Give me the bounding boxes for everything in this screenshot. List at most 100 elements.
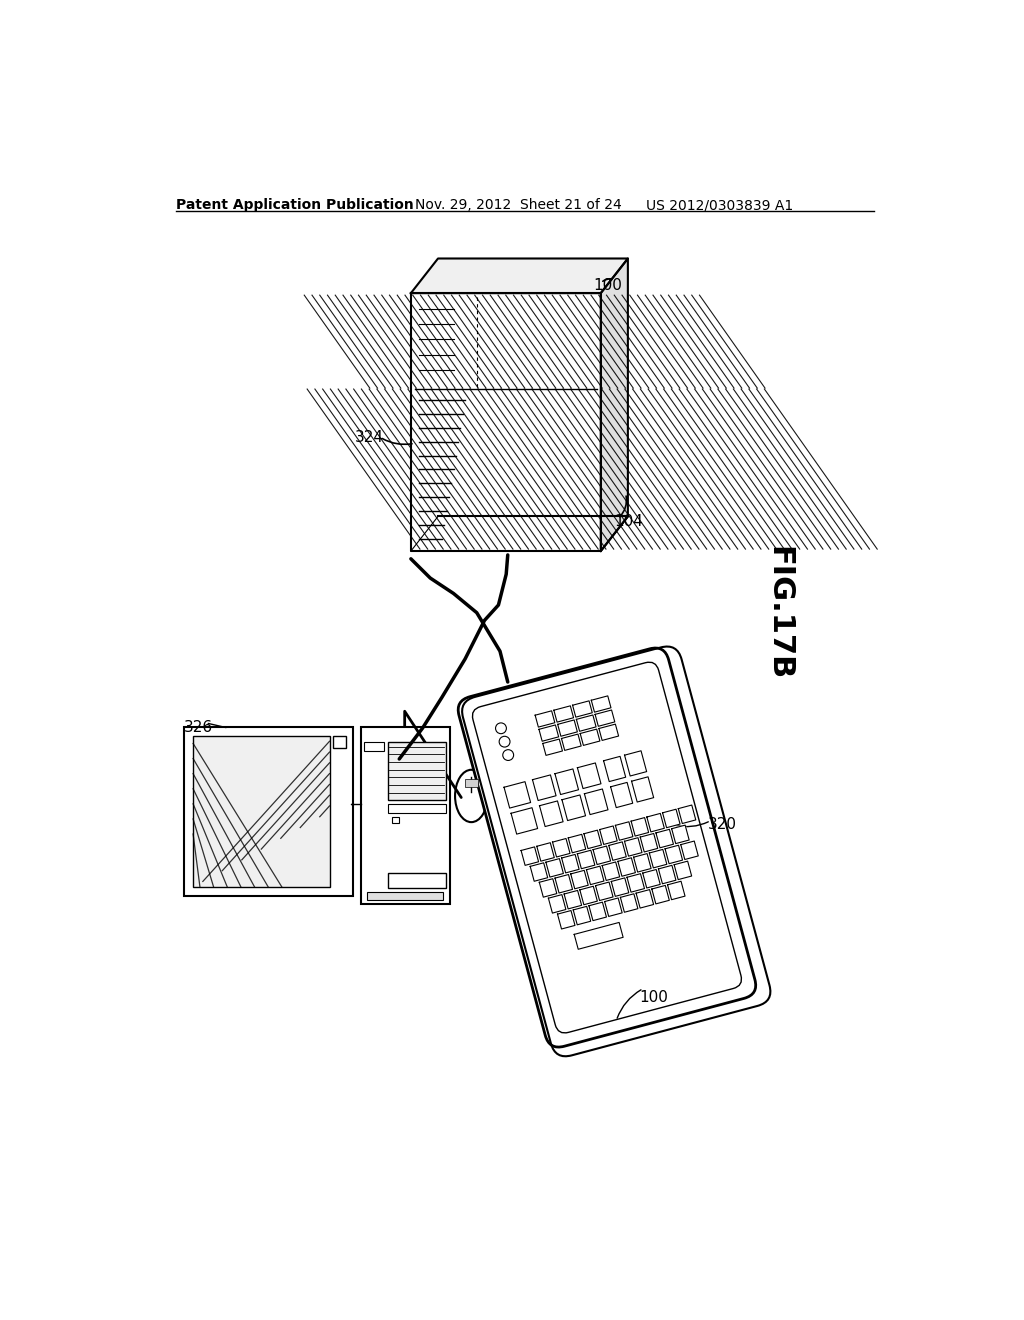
- Polygon shape: [595, 710, 614, 726]
- Polygon shape: [593, 846, 610, 865]
- Polygon shape: [602, 862, 620, 880]
- Polygon shape: [511, 808, 538, 834]
- Bar: [388, 873, 445, 888]
- Polygon shape: [609, 842, 627, 861]
- Polygon shape: [643, 870, 660, 888]
- Polygon shape: [521, 847, 539, 866]
- Bar: [388, 742, 445, 800]
- Polygon shape: [656, 829, 674, 847]
- Polygon shape: [561, 854, 580, 873]
- Polygon shape: [649, 849, 667, 867]
- Circle shape: [499, 737, 510, 747]
- Bar: [194, 737, 330, 887]
- Polygon shape: [658, 866, 676, 884]
- Polygon shape: [574, 923, 624, 949]
- Bar: [391, 817, 399, 822]
- Text: US 2012/0303839 A1: US 2012/0303839 A1: [646, 198, 793, 213]
- Polygon shape: [553, 838, 570, 857]
- Polygon shape: [411, 293, 601, 552]
- Polygon shape: [558, 719, 578, 737]
- Polygon shape: [581, 729, 600, 746]
- FancyBboxPatch shape: [458, 648, 756, 1047]
- Polygon shape: [604, 898, 623, 916]
- Polygon shape: [561, 734, 582, 750]
- Bar: [183, 726, 352, 896]
- Polygon shape: [540, 879, 557, 898]
- Text: 324: 324: [355, 430, 384, 445]
- Bar: [367, 892, 443, 900]
- Polygon shape: [599, 725, 618, 741]
- Bar: [413, 294, 599, 388]
- Polygon shape: [668, 882, 685, 900]
- Text: FIG.17B: FIG.17B: [765, 545, 794, 680]
- Polygon shape: [555, 770, 579, 795]
- Polygon shape: [540, 801, 563, 826]
- Polygon shape: [570, 870, 588, 888]
- Polygon shape: [554, 706, 573, 722]
- Polygon shape: [543, 739, 562, 755]
- Polygon shape: [678, 805, 695, 824]
- Text: Patent Application Publication: Patent Application Publication: [176, 198, 414, 213]
- Circle shape: [496, 723, 507, 734]
- Polygon shape: [647, 813, 665, 832]
- Polygon shape: [589, 902, 606, 920]
- Polygon shape: [625, 838, 642, 857]
- Text: 326: 326: [183, 721, 213, 735]
- Polygon shape: [562, 795, 586, 821]
- Polygon shape: [411, 259, 628, 293]
- Polygon shape: [596, 882, 613, 900]
- Polygon shape: [603, 756, 626, 781]
- Polygon shape: [625, 751, 646, 776]
- Polygon shape: [530, 863, 548, 882]
- Polygon shape: [577, 715, 596, 731]
- Bar: [477, 388, 599, 549]
- Polygon shape: [636, 890, 653, 908]
- Polygon shape: [557, 911, 575, 929]
- Polygon shape: [536, 710, 555, 727]
- Polygon shape: [652, 886, 670, 904]
- Polygon shape: [568, 834, 586, 853]
- Polygon shape: [504, 781, 530, 808]
- Polygon shape: [632, 777, 653, 803]
- Text: 104: 104: [614, 515, 643, 529]
- Polygon shape: [580, 886, 597, 904]
- Text: 100: 100: [593, 277, 622, 293]
- Polygon shape: [573, 907, 591, 925]
- Text: 100: 100: [640, 990, 669, 1005]
- Polygon shape: [617, 858, 635, 876]
- Bar: [365, 742, 384, 751]
- Polygon shape: [640, 833, 657, 851]
- Polygon shape: [631, 817, 648, 836]
- Polygon shape: [674, 861, 691, 879]
- Bar: [465, 779, 477, 787]
- Polygon shape: [572, 701, 592, 717]
- Polygon shape: [585, 789, 608, 814]
- Text: Nov. 29, 2012  Sheet 21 of 24: Nov. 29, 2012 Sheet 21 of 24: [415, 198, 622, 213]
- Polygon shape: [537, 842, 554, 861]
- Polygon shape: [627, 874, 644, 892]
- Bar: [360, 726, 450, 904]
- Polygon shape: [539, 725, 559, 742]
- Polygon shape: [610, 783, 633, 808]
- Polygon shape: [564, 891, 582, 909]
- Polygon shape: [663, 809, 680, 828]
- Polygon shape: [681, 841, 698, 859]
- Polygon shape: [601, 259, 628, 552]
- Polygon shape: [546, 858, 563, 876]
- Polygon shape: [600, 826, 617, 845]
- Polygon shape: [532, 775, 556, 800]
- Polygon shape: [578, 850, 595, 869]
- Polygon shape: [584, 830, 601, 849]
- Polygon shape: [665, 845, 683, 863]
- Polygon shape: [611, 878, 629, 896]
- Text: 320: 320: [708, 817, 736, 832]
- Ellipse shape: [455, 770, 487, 822]
- Polygon shape: [587, 866, 604, 884]
- Polygon shape: [549, 895, 566, 913]
- Polygon shape: [578, 763, 601, 788]
- Bar: [334, 737, 346, 748]
- Bar: [388, 804, 445, 813]
- Circle shape: [503, 750, 514, 760]
- Polygon shape: [634, 854, 651, 873]
- Polygon shape: [615, 822, 633, 841]
